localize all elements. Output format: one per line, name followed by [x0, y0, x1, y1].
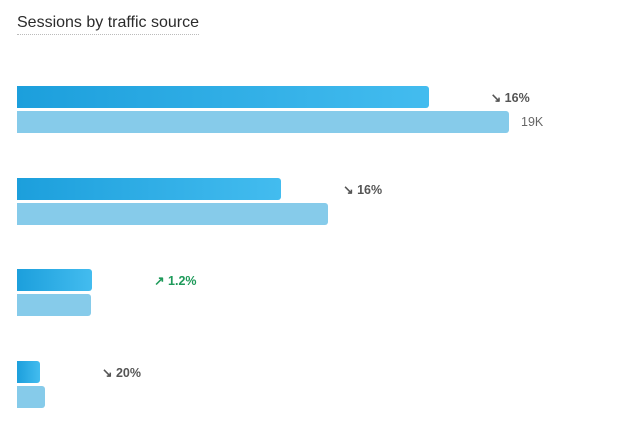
bar-current-0[interactable]	[17, 86, 429, 108]
value-label: 19K	[521, 115, 544, 129]
arrow-down-right-icon: ↘	[343, 182, 358, 197]
bar-previous-0[interactable]	[17, 111, 509, 133]
bar-current-2[interactable]	[17, 269, 93, 292]
change-label: ↘ 16%	[491, 90, 530, 105]
arrow-up-right-icon: ↗	[154, 274, 169, 289]
bar-current-1[interactable]	[17, 177, 282, 200]
change-value: 16%	[504, 91, 530, 105]
bar-current-3[interactable]	[17, 361, 41, 384]
bar-previous-1[interactable]	[17, 202, 328, 225]
change-value: 1.2%	[168, 274, 197, 289]
arrow-down-right-icon: ↘	[102, 366, 116, 381]
bar-previous-2[interactable]	[17, 294, 92, 317]
change-value: 20%	[115, 366, 142, 381]
arrow-down-right-icon: ↘	[490, 91, 505, 105]
bar-previous-3[interactable]	[17, 386, 46, 409]
change-label: ↘ 20%	[102, 365, 141, 380]
change-label: ↘ 16%	[343, 182, 382, 197]
chart-title[interactable]: Sessions by traffic source	[17, 14, 200, 35]
change-label: ↗ 1.2%	[154, 273, 196, 288]
change-value: 16%	[357, 182, 383, 197]
